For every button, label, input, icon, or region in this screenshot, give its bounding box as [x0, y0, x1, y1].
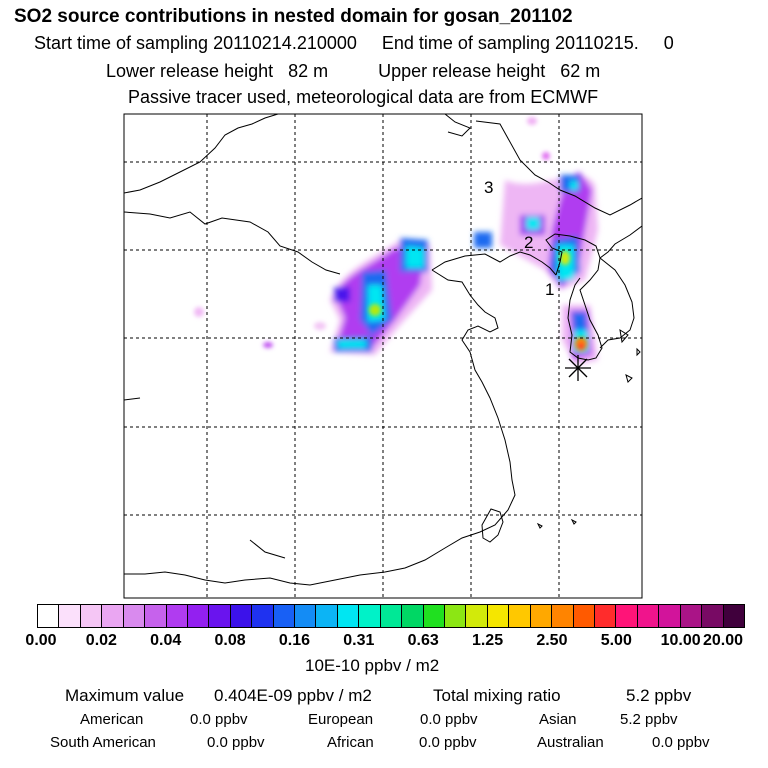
colorbar-cell [102, 605, 124, 627]
region-value: 0.0 ppbv [652, 734, 710, 751]
colorbar [37, 604, 745, 628]
colorbar-tick-label: 0.08 [214, 632, 246, 649]
colorbar-cell [380, 605, 403, 627]
region-value: 0.0 ppbv [420, 711, 478, 728]
release-height-line: Lower release height 82 m Upper release … [106, 61, 601, 81]
colorbar-tick-label: 2.50 [536, 632, 568, 649]
map-frame [123, 113, 643, 599]
colorbar-cell [402, 605, 424, 627]
region-name: Asian [539, 711, 577, 728]
colorbar-cell [680, 605, 703, 627]
colorbar-cell [337, 605, 360, 627]
colorbar-cell [509, 605, 531, 627]
region-value: 0.0 ppbv [190, 711, 248, 728]
colorbar-cell [723, 605, 744, 627]
map-label-1: 1 [545, 280, 554, 299]
region-name: Australian [537, 734, 604, 751]
colorbar-cell [187, 605, 210, 627]
colorbar-cell [230, 605, 253, 627]
colorbar-cell [209, 605, 231, 627]
colorbar-tick-label: 5.00 [600, 632, 632, 649]
colorbar-cell [423, 605, 446, 627]
map-label-3: 3 [484, 178, 493, 197]
colorbar-cell [530, 605, 553, 627]
colorbar-cell [359, 605, 381, 627]
colorbar-cell [702, 605, 724, 627]
colorbar-tick-label: 0.00 [25, 632, 57, 649]
colorbar-tick-label: 20.00 [702, 632, 744, 649]
region-value: 5.2 ppbv [620, 711, 678, 728]
total-mixing-value: 5.2 ppbv [626, 686, 692, 705]
colorbar-cell [445, 605, 467, 627]
region-name: European [308, 711, 374, 728]
colorbar-cell [616, 605, 638, 627]
region-value: 0.0 ppbv [419, 734, 477, 751]
sampling-time-line: Start time of sampling 20110214.210000 E… [34, 33, 674, 53]
colorbar-cell [594, 605, 617, 627]
colorbar-cell [166, 605, 188, 627]
region-name: South American [50, 734, 156, 751]
map-label-2: 2 [524, 233, 533, 252]
colorbar-cell [487, 605, 510, 627]
colorbar-cell [466, 605, 488, 627]
asterisk-icon [565, 355, 591, 381]
colorbar-cell [552, 605, 574, 627]
colorbar-cell [123, 605, 146, 627]
colorbar-tick-label: 0.02 [85, 632, 117, 649]
colorbar-cell [38, 605, 60, 627]
max-value: 0.404E-09 ppbv / m2 [214, 686, 372, 705]
figure-title: SO2 source contributions in nested domai… [14, 6, 573, 27]
colorbar-cell [573, 605, 595, 627]
colorbar-cell [295, 605, 317, 627]
max-value-label: Maximum value [65, 686, 185, 705]
colorbar-cell [659, 605, 681, 627]
colorbar-cell [316, 605, 338, 627]
region-value: 0.0 ppbv [207, 734, 265, 751]
colorbar-cell [80, 605, 103, 627]
colorbar-cell [252, 605, 274, 627]
colorbar-cell [59, 605, 81, 627]
region-name: American [80, 711, 144, 728]
colorbar-tick-label: 10.00 [660, 632, 701, 649]
tracer-info-line: Passive tracer used, meteorological data… [128, 87, 599, 107]
colorbar-cell [637, 605, 660, 627]
region-name: African [327, 734, 374, 751]
colorbar-cell [145, 605, 167, 627]
colorbar-tick-label: 0.63 [407, 632, 439, 649]
colorbar-tick-label: 0.31 [343, 632, 375, 649]
colorbar-tick-label: 0.16 [278, 632, 311, 649]
colorbar-cell [273, 605, 296, 627]
colorbar-tick-label: 1.25 [471, 632, 504, 649]
lat-lon-grid [124, 114, 642, 598]
colorbar-unit: 10E-10 ppbv / m2 [305, 656, 440, 675]
colorbar-tick-label: 0.04 [150, 632, 182, 649]
plume-field [194, 117, 598, 365]
total-mixing-label: Total mixing ratio [433, 686, 561, 705]
coastlines [124, 114, 642, 586]
